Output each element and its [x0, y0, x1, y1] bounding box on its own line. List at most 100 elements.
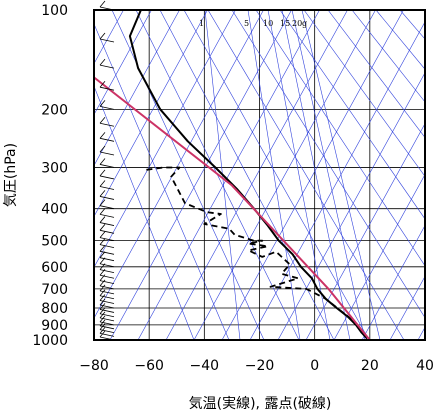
- x-tick-labels: −80 −60 −40 −20 0 20 40: [79, 358, 434, 374]
- isotherm-line: [221, 10, 404, 340]
- wind-barb-flag: [99, 245, 106, 252]
- wind-barb-flag: [99, 231, 106, 238]
- x-tick-label: 40: [416, 358, 434, 374]
- wind-barb: [99, 269, 115, 274]
- isotherm-line: [305, 123, 425, 340]
- mixing-ratio-label: g: [302, 19, 307, 28]
- wind-barb-flag: [99, 224, 106, 231]
- wind-barb: [99, 285, 115, 290]
- wind-barb-flag: [99, 289, 106, 297]
- wind-barb: [99, 38, 115, 43]
- wind-barb: [99, 250, 115, 255]
- wind-barb-flag: [99, 284, 106, 292]
- wind-barb: [99, 164, 115, 168]
- wind-barb: [99, 317, 115, 322]
- adiabat-line: [183, 10, 370, 340]
- adiabat-line: [327, 10, 425, 139]
- isotherm-line: [277, 72, 425, 340]
- wind-barb-flag: [99, 58, 106, 66]
- adiabat-line: [207, 10, 405, 340]
- x-tick-label: 0: [310, 358, 319, 374]
- wind-barb: [99, 313, 115, 318]
- wind-barb-flag: [99, 132, 106, 139]
- wind-barb-flag: [99, 116, 106, 124]
- wind-barb: [99, 321, 115, 326]
- isotherm-line: [361, 224, 425, 340]
- wind-barb-flag: [99, 208, 106, 215]
- adiabat-line: [351, 10, 425, 103]
- x-tick-label: −60: [134, 358, 164, 374]
- wind-barb-flag: [99, 169, 106, 177]
- wind-barb-flag: [99, 100, 106, 107]
- isotherm-line: [94, 10, 208, 217]
- mixing-ratio-line: [301, 10, 381, 340]
- mixing-ratio-label: 1: [199, 19, 204, 28]
- adiabat-line: [94, 23, 230, 340]
- mixing-ratio-line: [291, 10, 366, 340]
- wind-barb: [99, 137, 115, 142]
- wind-barb-flag: [99, 158, 106, 165]
- wind-barb: [99, 263, 115, 268]
- wind-barb: [99, 186, 115, 190]
- wind-barb: [99, 229, 115, 234]
- wind-barb-flag: [99, 307, 106, 314]
- mixing-ratio-label: 5: [244, 19, 249, 28]
- mixing-ratio-line: [267, 10, 331, 340]
- wind-barb: [99, 274, 115, 279]
- mixing-ratio-label: 15: [280, 19, 290, 28]
- wind-barb: [99, 122, 115, 127]
- wind-barb-flag: [99, 257, 106, 265]
- mixing-ratio-line: [281, 10, 351, 340]
- wind-barb: [99, 196, 115, 200]
- adiabat-line: [231, 10, 425, 319]
- wind-barb-flag: [99, 327, 106, 334]
- wind-barb-flag: [99, 298, 106, 306]
- x-tick-label: 20: [361, 358, 379, 374]
- x-tick-label: −40: [190, 358, 220, 374]
- y-tick-label: 1000: [32, 333, 68, 349]
- wind-barb-flag: [99, 294, 106, 301]
- adiabat-line: [94, 85, 195, 340]
- isotherm-line: [165, 10, 348, 340]
- wind-barb-flag: [99, 263, 106, 270]
- wind-barb-flag: [99, 180, 106, 187]
- wind-barb-flag: [99, 274, 106, 281]
- mixing-ratio-label: 20: [292, 19, 302, 28]
- data-series: [94, 10, 371, 340]
- wind-barb: [99, 309, 115, 313]
- mixing-ratio-label: 10: [263, 19, 273, 28]
- adiabat-line: [375, 10, 425, 70]
- x-tick-label: −20: [245, 358, 275, 374]
- wind-barb: [99, 237, 115, 242]
- y-tick-label: 600: [41, 260, 68, 276]
- series-line-2: [146, 166, 368, 338]
- isotherm-line: [94, 10, 152, 116]
- x-tick-label: −80: [79, 358, 109, 374]
- wind-barb-flag: [99, 32, 106, 40]
- series-line-3: [94, 76, 371, 340]
- isotherm-line: [109, 10, 292, 340]
- wind-barb-flag: [99, 251, 106, 258]
- isotherm-line: [389, 275, 425, 340]
- wind-barb-flag: [99, 315, 106, 323]
- wind-barb: [99, 205, 115, 210]
- wind-barb-flag: [99, 330, 106, 338]
- wind-barb-flag: [99, 303, 106, 310]
- wind-barb-flag: [99, 199, 106, 206]
- wind-barb: [99, 244, 115, 249]
- wind-barb: [99, 257, 115, 262]
- y-tick-label: 800: [41, 301, 68, 317]
- y-tick-label: 900: [41, 318, 68, 334]
- wind-barb-flag: [99, 190, 106, 197]
- wind-barb: [99, 105, 115, 110]
- wind-barb: [99, 290, 115, 295]
- wind-barb: [99, 280, 115, 285]
- wind-barb-flag: [99, 279, 106, 287]
- isotherm-line: [94, 10, 180, 167]
- y-tick-label: 700: [41, 282, 68, 298]
- isotherm-line: [193, 10, 376, 340]
- wind-barb: [99, 175, 115, 180]
- wind-barb-flag: [99, 311, 106, 319]
